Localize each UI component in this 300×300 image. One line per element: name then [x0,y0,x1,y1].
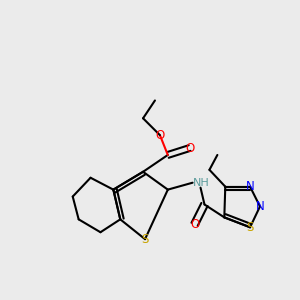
Text: O: O [155,129,164,142]
Text: S: S [246,221,254,234]
Text: O: O [190,218,199,231]
Text: O: O [185,142,194,154]
Text: NH: NH [193,178,209,188]
Text: N: N [256,200,264,213]
Text: S: S [141,233,149,246]
Text: N: N [246,180,254,193]
